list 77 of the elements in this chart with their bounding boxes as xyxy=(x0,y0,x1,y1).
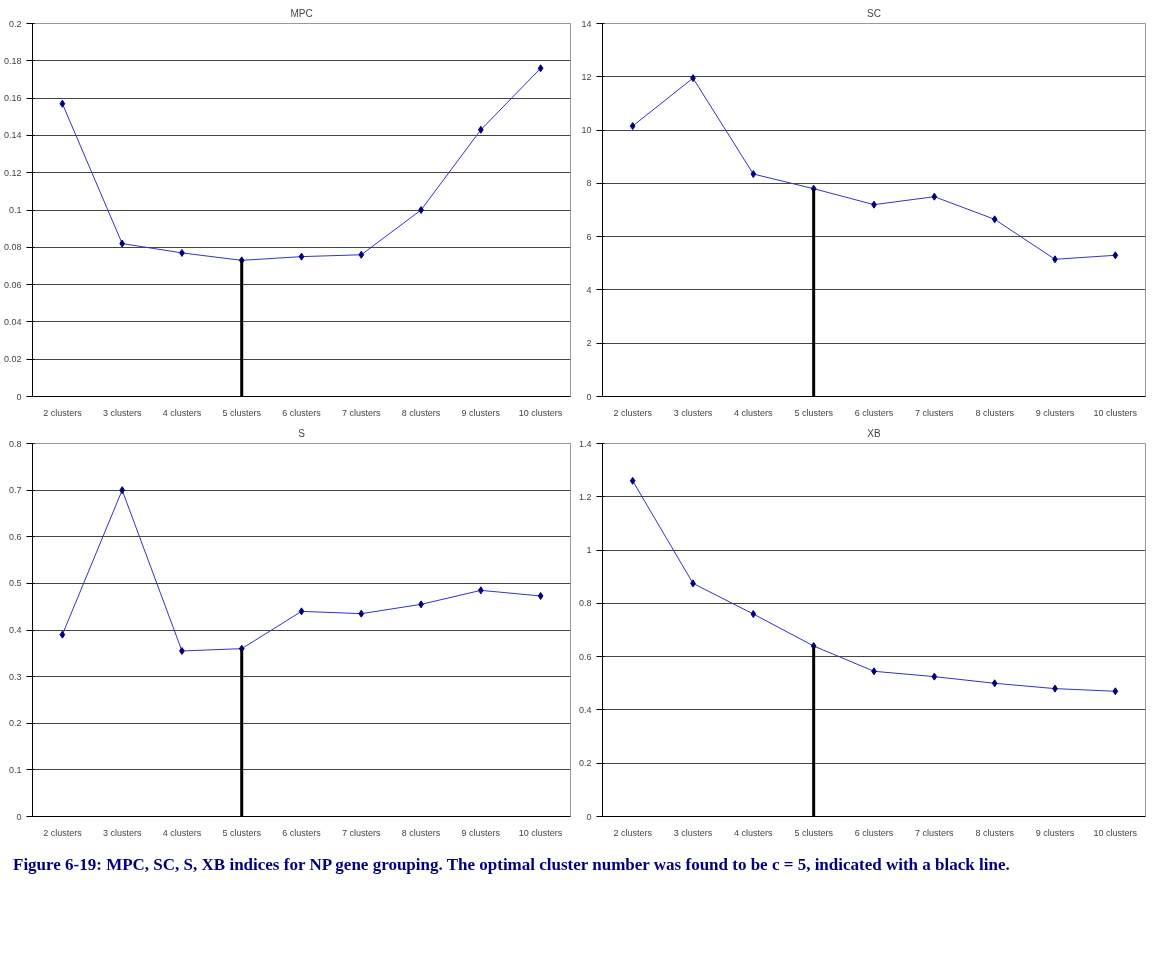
y-tick-label: 0.6 xyxy=(578,651,592,662)
x-tick-label: 4 clusters xyxy=(734,407,774,418)
y-tick-label: 14 xyxy=(581,18,592,29)
x-tick-label: 10 clusters xyxy=(1093,827,1138,838)
x-tick-label: 9 clusters xyxy=(461,407,501,418)
y-tick-label: 0.6 xyxy=(8,531,22,542)
y-tick-label: 0.5 xyxy=(8,578,22,589)
y-tick-label: 0 xyxy=(16,391,22,402)
chart-title: XB xyxy=(867,427,881,439)
x-tick-label: 5 clusters xyxy=(794,407,834,418)
x-tick-label: 2 clusters xyxy=(43,827,83,838)
x-tick-label: 8 clusters xyxy=(975,827,1015,838)
x-tick-label: 10 clusters xyxy=(1093,407,1138,418)
x-tick-label: 6 clusters xyxy=(854,407,894,418)
y-tick-label: 0.8 xyxy=(8,438,22,449)
x-tick-label: 9 clusters xyxy=(1035,407,1075,418)
x-tick-label: 5 clusters xyxy=(222,407,262,418)
x-tick-label: 5 clusters xyxy=(794,827,834,838)
y-tick-label: 2 xyxy=(586,338,592,349)
y-tick-label: 0.1 xyxy=(8,764,22,775)
x-tick-label: 7 clusters xyxy=(915,407,955,418)
y-tick-label: 0 xyxy=(586,811,592,822)
x-tick-label: 7 clusters xyxy=(342,827,382,838)
y-tick-label: 0.2 xyxy=(8,718,22,729)
x-tick-label: 6 clusters xyxy=(282,407,322,418)
x-tick-label: 6 clusters xyxy=(282,827,322,838)
x-tick-label: 3 clusters xyxy=(673,407,713,418)
y-tick-label: 0.4 xyxy=(578,704,592,715)
y-tick-label: 8 xyxy=(586,178,592,189)
y-tick-label: 0.18 xyxy=(3,55,22,66)
y-tick-label: 10 xyxy=(581,125,592,136)
x-tick-label: 9 clusters xyxy=(1035,827,1075,838)
x-tick-label: 8 clusters xyxy=(401,827,441,838)
caption: Figure 6-19: MPC, SC, S, XB indices for NP gene grouping. The optimal cluster number was found to be c = 5, indicated with a black line. xyxy=(13,854,1010,876)
x-tick-label: 8 clusters xyxy=(975,407,1015,418)
y-tick-label: 0.06 xyxy=(3,279,22,290)
y-tick-label: 0.04 xyxy=(3,316,22,327)
y-tick-label: 1 xyxy=(586,545,592,556)
y-tick-label: 12 xyxy=(581,71,592,82)
x-tick-label: 3 clusters xyxy=(102,827,142,838)
y-tick-label: 0.1 xyxy=(8,205,22,215)
y-tick-label: 0.7 xyxy=(8,485,22,496)
y-tick-label: 6 xyxy=(586,231,592,242)
x-tick-label: 4 clusters xyxy=(162,827,202,838)
y-tick-label: 1.2 xyxy=(578,491,592,502)
y-tick-label: 0.3 xyxy=(8,671,22,682)
chart-title: S xyxy=(298,427,306,439)
x-tick-label: 7 clusters xyxy=(342,407,382,418)
x-tick-label: 2 clusters xyxy=(613,407,653,418)
y-tick-label: 0.16 xyxy=(3,93,22,104)
x-tick-label: 2 clusters xyxy=(613,827,653,838)
x-tick-label: 4 clusters xyxy=(734,827,774,838)
x-tick-label: 7 clusters xyxy=(915,827,955,838)
x-tick-label: 2 clusters xyxy=(43,407,83,418)
y-tick-label: 4 xyxy=(586,284,592,295)
y-tick-label: 0.2 xyxy=(578,758,592,769)
y-tick-label: 0.8 xyxy=(578,598,592,609)
y-tick-label: 0.12 xyxy=(3,167,22,178)
y-tick-label: 0.4 xyxy=(8,625,22,635)
x-tick-label: 8 clusters xyxy=(401,407,441,418)
x-tick-label: 3 clusters xyxy=(102,407,142,418)
y-tick-label: 1.4 xyxy=(578,438,592,449)
y-tick-label: 0.2 xyxy=(8,18,22,29)
y-tick-label: 0.14 xyxy=(3,130,22,141)
x-tick-label: 10 clusters xyxy=(518,407,563,418)
y-tick-label: 0 xyxy=(586,391,592,402)
x-tick-label: 10 clusters xyxy=(518,827,563,838)
y-tick-label: 0 xyxy=(16,811,22,822)
y-tick-label: 0.02 xyxy=(3,354,22,365)
x-tick-label: 4 clusters xyxy=(162,407,202,418)
y-tick-label: 0.08 xyxy=(3,242,22,253)
x-tick-label: 6 clusters xyxy=(854,827,894,838)
x-tick-label: 9 clusters xyxy=(461,827,501,838)
chart-title: MPC xyxy=(290,7,313,19)
x-tick-label: 3 clusters xyxy=(673,827,713,838)
x-tick-label: 5 clusters xyxy=(222,827,262,838)
chart-title: SC xyxy=(867,7,881,19)
